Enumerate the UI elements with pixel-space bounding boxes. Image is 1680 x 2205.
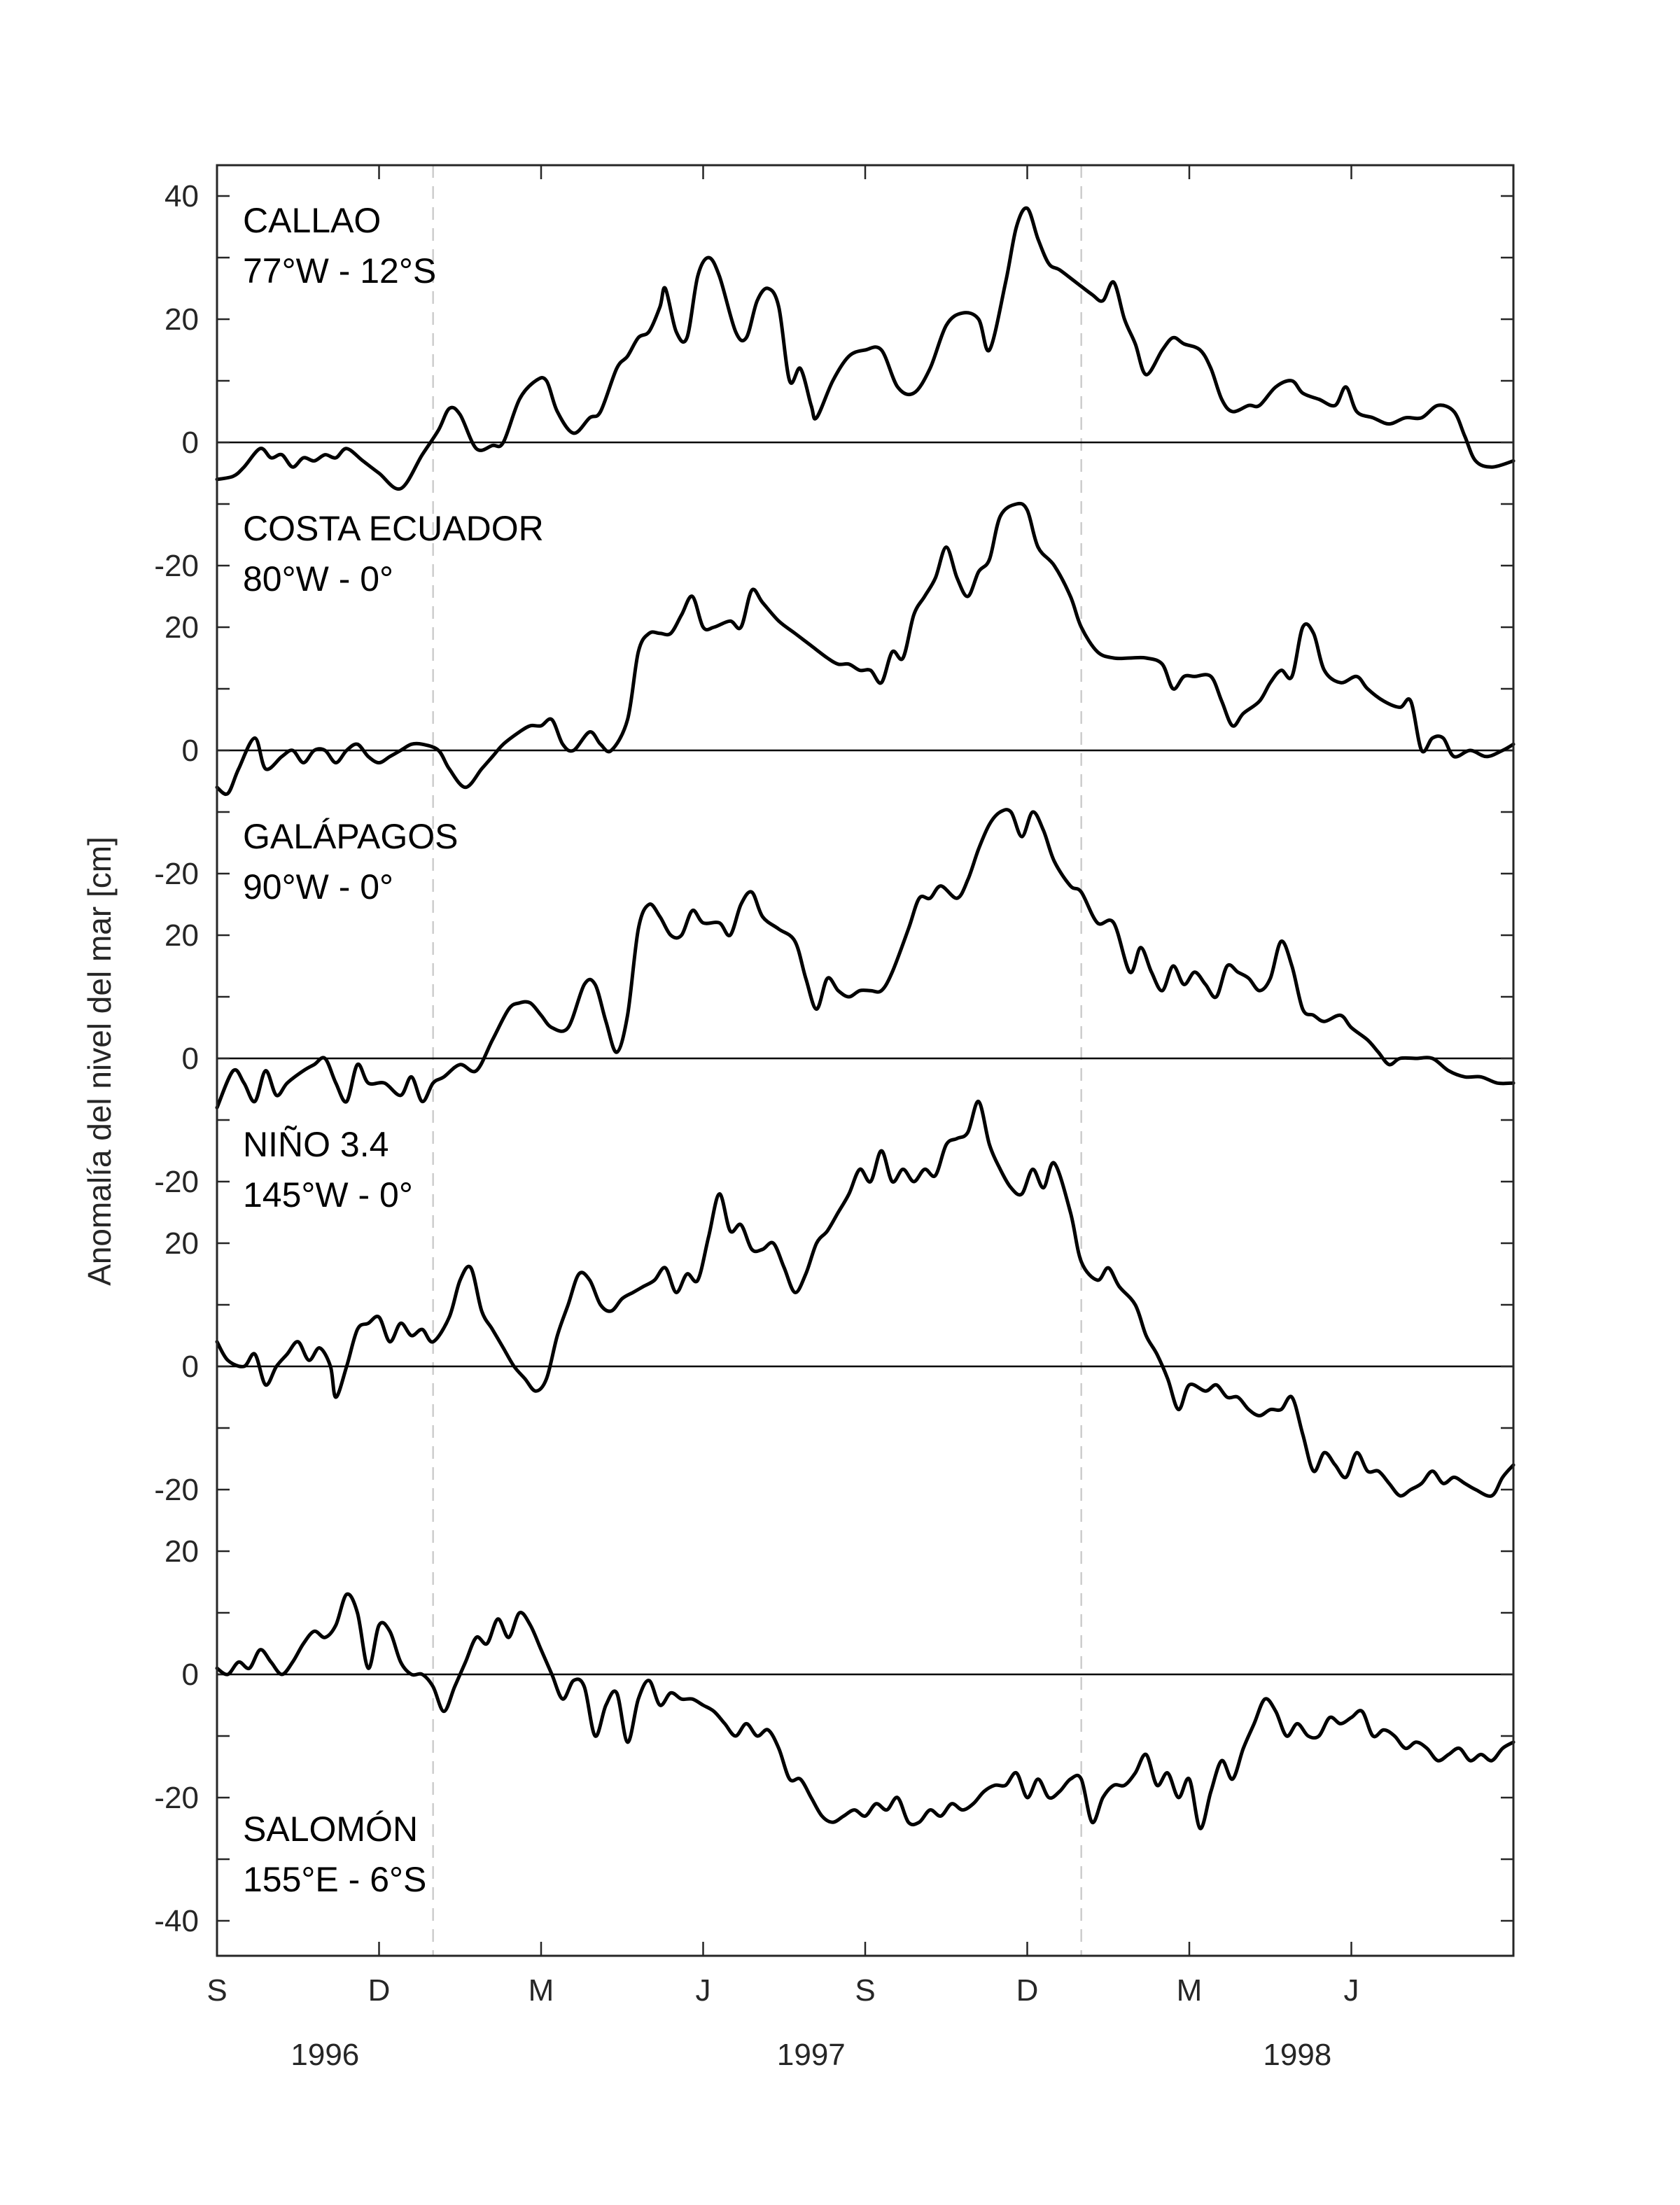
plot-frame bbox=[216, 164, 1515, 1957]
ytick-label-0: 0 bbox=[182, 426, 199, 460]
ytick-label-3: 20 bbox=[164, 1226, 199, 1261]
xtick-label-2: M bbox=[528, 1973, 554, 2008]
station-name-3: NIÑO 3.4 bbox=[243, 1125, 388, 1164]
ytick-label-1: 20 bbox=[164, 610, 199, 645]
xtick-label-4: S bbox=[855, 1973, 875, 2008]
station-coords-1: 80°W - 0° bbox=[243, 559, 393, 598]
xtick-label-5: D bbox=[1016, 1973, 1039, 2008]
station-name-1: COSTA ECUADOR bbox=[243, 509, 544, 548]
year-label-2: 1998 bbox=[1263, 2038, 1331, 2072]
ytick-label-0: 20 bbox=[164, 302, 199, 337]
xtick-label-0: S bbox=[206, 1973, 227, 2008]
ytick-label-0: -20 bbox=[154, 549, 199, 583]
ytick-label-4: 0 bbox=[182, 1658, 199, 1692]
station-coords-4: 155°E - 6°S bbox=[243, 1860, 426, 1899]
ytick-label-0: 40 bbox=[164, 179, 199, 214]
ytick-label-2: -20 bbox=[154, 1165, 199, 1199]
ytick-label-1: -20 bbox=[154, 857, 199, 891]
station-coords-0: 77°W - 12°S bbox=[243, 251, 436, 290]
series-line-0 bbox=[215, 206, 1516, 491]
chart-marks: -20 0 20 40 CALLAO 77°W - 12°S -20 0 20 COSTA ECU… bbox=[154, 165, 1516, 2072]
ytick-label-1: 0 bbox=[182, 734, 199, 768]
year-label-0: 1996 bbox=[290, 2038, 359, 2072]
series-line-2 bbox=[215, 808, 1516, 1110]
year-label-1: 1997 bbox=[777, 2038, 846, 2072]
ytick-label-3: 0 bbox=[182, 1350, 199, 1384]
ytick-label-2: 20 bbox=[164, 918, 199, 953]
station-name-0: CALLAO bbox=[243, 201, 381, 240]
station-coords-2: 90°W - 0° bbox=[243, 867, 393, 906]
series-line-4 bbox=[215, 1592, 1516, 1830]
station-coords-3: 145°W - 0° bbox=[243, 1175, 413, 1214]
xtick-label-1: D bbox=[368, 1973, 391, 2008]
series-line-3 bbox=[215, 1100, 1516, 1498]
ytick-label-4: 20 bbox=[164, 1534, 199, 1569]
xtick-label-7: J bbox=[1344, 1973, 1359, 2008]
ytick-label-4: -20 bbox=[154, 1781, 199, 1815]
ytick-label-2: 0 bbox=[182, 1042, 199, 1076]
xtick-label-3: J bbox=[696, 1973, 711, 2008]
series-line-1 bbox=[215, 501, 1516, 797]
station-name-2: GALÁPAGOS bbox=[243, 817, 458, 856]
station-name-4: SALOMÓN bbox=[243, 1809, 418, 1849]
xtick-label-6: M bbox=[1177, 1973, 1203, 2008]
y-axis-title: Anomalía del nivel del mar [cm] bbox=[81, 836, 118, 1286]
ytick-label-3: -20 bbox=[154, 1473, 199, 1507]
ytick-label-4: -40 bbox=[154, 1904, 199, 1938]
